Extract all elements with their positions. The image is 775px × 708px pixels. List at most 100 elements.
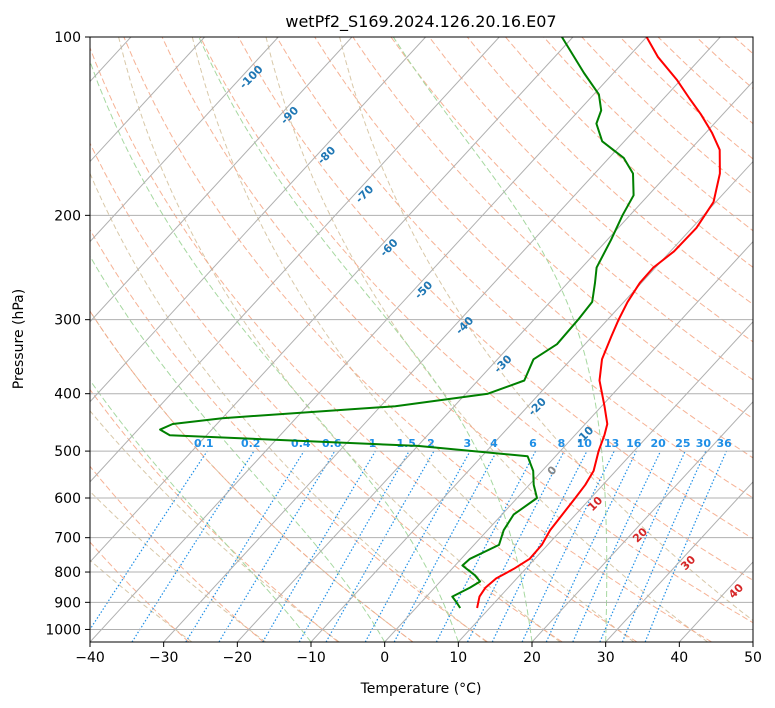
chart-title: wetPf2_S169.2024.126.20.16.E07 — [285, 12, 556, 32]
y-tick-label: 700 — [54, 531, 81, 547]
x-tick-label: −40 — [75, 650, 105, 666]
dry-adiabat-line — [123, 37, 712, 642]
dry-adiabat-line — [161, 37, 753, 624]
mixing-ratio-line — [572, 450, 662, 642]
mixing-ratio-label: 0.1 — [194, 437, 214, 450]
pressure-gridlines — [90, 37, 753, 630]
y-tick-label: 1000 — [45, 622, 81, 638]
x-tick-label: −20 — [223, 650, 253, 666]
moist-adiabat-line — [198, 37, 533, 642]
mixing-ratio-label: 16 — [626, 437, 642, 450]
x-axis-label: Temperature (°C) — [360, 681, 482, 697]
moist-adiabat-line — [90, 255, 386, 642]
ice-saturation-label: -20 — [526, 395, 549, 418]
y-tick-label: 500 — [54, 444, 81, 460]
mixing-ratio-label: 13 — [604, 437, 619, 450]
dry-adiabat-line — [276, 37, 753, 499]
dry-adiabat-line — [390, 37, 753, 381]
ice-saturation-label: -100 — [237, 63, 266, 92]
ice-saturation-label: -80 — [315, 144, 338, 167]
isotherm-line — [90, 37, 500, 483]
mixing-ratio-label: 0.4 — [291, 437, 311, 450]
x-tick-label: 10 — [449, 650, 467, 666]
mixing-ratio-line — [90, 450, 208, 631]
mixing-ratio-line — [435, 450, 537, 642]
profile-lines — [159, 37, 721, 609]
theta-e-line — [90, 172, 487, 642]
theta-e-line — [90, 559, 193, 642]
water-saturation-label: 40 — [726, 581, 746, 601]
isotherm-line — [605, 481, 753, 642]
moist-adiabat-line — [392, 37, 608, 642]
mixing-ratio-label: 30 — [696, 437, 712, 450]
mixing-ratio-label: 20 — [650, 437, 666, 450]
dry-adiabat-line — [428, 37, 753, 343]
mixing-ratio-label: 2 — [427, 437, 435, 450]
dry-adiabat-line — [314, 37, 753, 459]
mixing-ratio-line — [393, 450, 498, 642]
temperature-line — [476, 37, 721, 609]
dry-adiabat-line — [90, 228, 488, 642]
theta-e-line — [191, 37, 635, 642]
mixing-ratio-line — [185, 450, 305, 642]
mixing-ratio-label: 0.2 — [241, 437, 261, 450]
theta-e-line — [265, 37, 708, 642]
isotherm-lines — [0, 37, 753, 642]
ice-saturation-label: -50 — [412, 278, 435, 301]
y-tick-label: 200 — [54, 208, 81, 224]
isotherm-line — [236, 80, 753, 642]
isotherm-line — [0, 37, 57, 642]
isotherm-line — [531, 401, 753, 642]
theta-e-line — [118, 37, 561, 642]
x-tick-label: −30 — [149, 650, 179, 666]
isotherm-line — [752, 641, 753, 642]
ice-saturation-label: -70 — [353, 182, 376, 205]
isotherm-line — [678, 561, 753, 642]
dewpoint-line — [159, 37, 635, 609]
mixing-ratio-label: 0.6 — [322, 437, 342, 450]
isotherm-line — [90, 37, 279, 243]
mixing-ratio-label: 25 — [675, 437, 690, 450]
dry-adiabat-line — [657, 37, 753, 125]
dry-adiabat-line — [90, 46, 638, 642]
isotherm-line — [90, 37, 574, 563]
y-tick-label: 600 — [54, 491, 81, 507]
mixing-ratio-line — [218, 450, 336, 642]
mixing-ratio-label: 8 — [558, 437, 566, 450]
water-saturation-label: 10 — [585, 494, 605, 514]
ice-saturation-label: -90 — [278, 104, 301, 127]
x-tick-label: 50 — [744, 650, 762, 666]
x-tick-label: 20 — [523, 650, 541, 666]
theta-e-line — [90, 310, 414, 642]
mixing-ratio-line — [599, 450, 686, 642]
dry-adiabat-line — [466, 37, 753, 305]
isotherm-line — [90, 37, 647, 642]
axis-ticks: −40 −30 −20 −10 0 10 20 30 40 5010020030040050060… — [45, 30, 762, 666]
mixing-ratio-line — [621, 450, 707, 642]
background-lines — [90, 37, 753, 642]
theta-e-line — [90, 490, 266, 642]
isotherm-line — [384, 240, 753, 642]
dry-adiabat-line — [90, 310, 414, 642]
mixing-ratio-line — [298, 450, 410, 642]
y-tick-label: 800 — [54, 565, 81, 581]
moist-adiabat-line — [90, 59, 459, 642]
isotherm-line — [90, 37, 426, 403]
dry-adiabat-line — [543, 37, 753, 232]
x-tick-label: 40 — [670, 650, 688, 666]
mixing-ratio-label: 4 — [490, 437, 498, 450]
mixing-ratio-line — [466, 450, 565, 642]
dry-adiabat-line — [90, 388, 339, 642]
ice-saturation-label: -30 — [491, 352, 514, 375]
water-saturation-label: 30 — [678, 553, 698, 573]
mixing-ratio-line — [131, 450, 255, 642]
mixing-ratio-label: 10 — [577, 437, 593, 450]
y-tick-label: 100 — [54, 30, 81, 46]
dry-adiabat-line — [237, 37, 753, 540]
mixing-ratio-label: 3 — [463, 437, 471, 450]
x-tick-label: 30 — [597, 650, 615, 666]
y-tick-label: 300 — [54, 313, 81, 329]
plot-frame — [89, 36, 754, 643]
mixing-ratio-line — [364, 450, 471, 642]
isotherm-line — [90, 37, 353, 323]
